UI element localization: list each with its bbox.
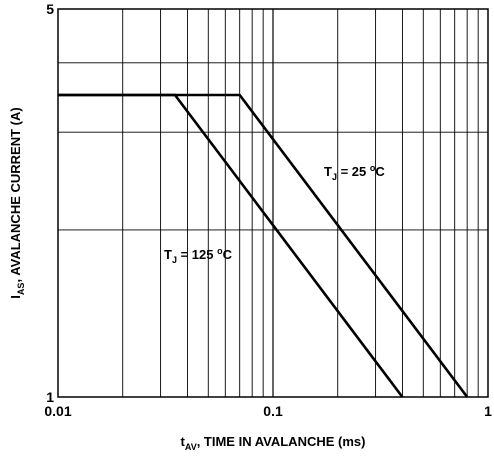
y-axis-label: IAS, AVALANCHE CURRENT (A) [8, 107, 26, 298]
plot-frame [57, 8, 489, 398]
series-line-1 [58, 93, 404, 398]
grid [58, 9, 488, 397]
series-line-0 [58, 93, 469, 398]
y-tick-label: 5 [46, 1, 54, 17]
y-tick-label: 1 [46, 389, 54, 405]
series-label-125c: TJ = 125 oC [164, 246, 233, 265]
series-group [58, 93, 469, 398]
x-tick-label: 0.1 [263, 403, 283, 419]
series-label-25c: TJ = 25 oC [324, 163, 385, 182]
x-tick-label: 1 [484, 403, 492, 419]
x-axis-label: tAV, TIME IN AVALANCHE (ms) [181, 434, 366, 452]
x-tick-label: 0.01 [44, 403, 71, 419]
